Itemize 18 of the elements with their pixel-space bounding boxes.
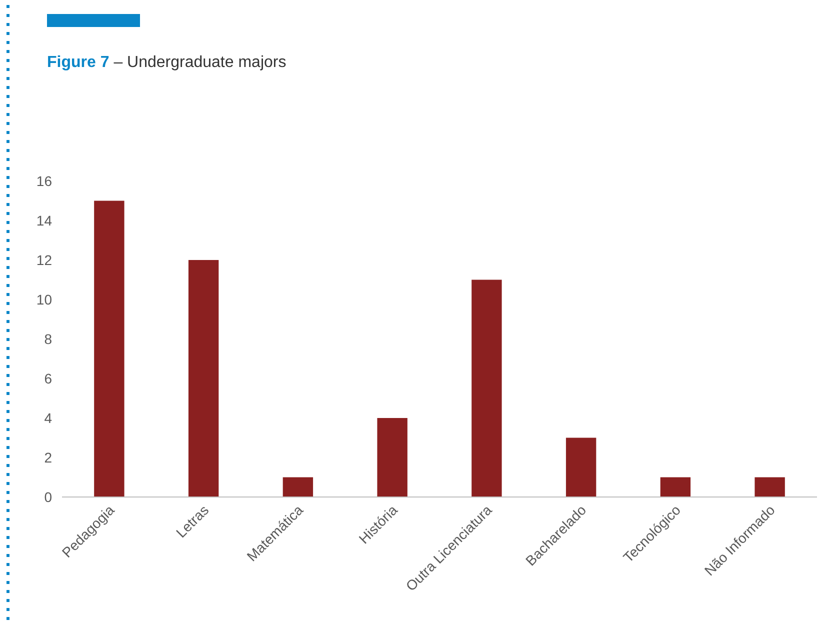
y-tick-label: 10 [36, 291, 52, 308]
bar [188, 260, 219, 497]
bar [472, 280, 502, 497]
bar [282, 477, 314, 497]
y-tick-label: 6 [44, 370, 52, 386]
bar [566, 438, 596, 497]
bar [377, 418, 408, 497]
bar [754, 477, 785, 497]
bar [94, 200, 124, 497]
y-tick-label: 16 [36, 172, 52, 189]
y-tick-label: 2 [44, 449, 52, 466]
y-tick-label: 14 [36, 212, 52, 228]
y-tick-label: 0 [44, 488, 52, 505]
y-tick-label: 8 [44, 330, 52, 347]
chart-title: Figure 7 – Undergraduate majors [47, 54, 286, 71]
y-tick-label: 4 [44, 410, 52, 426]
bar [660, 477, 691, 497]
y-tick-label: 12 [36, 252, 52, 268]
